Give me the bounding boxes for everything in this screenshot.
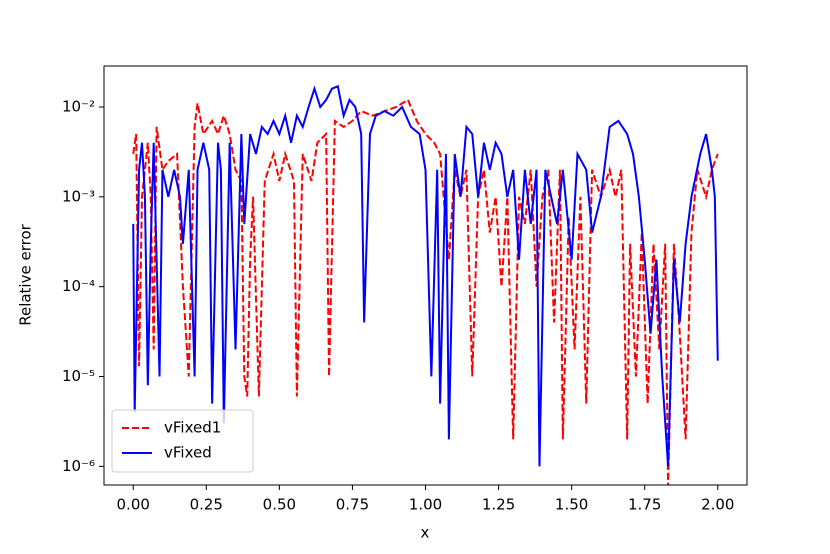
y-axis-label: Relative error bbox=[17, 223, 35, 325]
plot-frame bbox=[103, 65, 748, 486]
x-tick-label: 0.50 bbox=[263, 496, 296, 514]
y-tick-label: 10⁻⁶ bbox=[62, 457, 95, 475]
series-line bbox=[132, 84, 719, 467]
legend-label: vFixed bbox=[164, 444, 212, 462]
x-tick-label: 0.75 bbox=[336, 496, 369, 514]
legend-box bbox=[111, 409, 254, 473]
y-tick-label: 10⁻⁴ bbox=[62, 277, 95, 295]
y-tick-label: 10⁻³ bbox=[62, 187, 95, 205]
legend-label: vFixed1 bbox=[164, 419, 221, 437]
series-line bbox=[132, 98, 719, 485]
x-tick-label: 2.00 bbox=[701, 496, 734, 514]
x-tick-label: 1.25 bbox=[482, 496, 515, 514]
x-tick-label: 1.75 bbox=[628, 496, 661, 514]
y-tick-label: 10⁻² bbox=[62, 97, 95, 115]
x-tick-label: 0.25 bbox=[190, 496, 223, 514]
x-tick-label: 0.00 bbox=[117, 496, 150, 514]
plot-area bbox=[132, 84, 719, 485]
x-axis-label: x bbox=[421, 524, 430, 542]
x-tick-label: 1.00 bbox=[409, 496, 442, 514]
x-tick-label: 1.50 bbox=[555, 496, 588, 514]
y-tick-label: 10⁻⁵ bbox=[62, 367, 95, 385]
